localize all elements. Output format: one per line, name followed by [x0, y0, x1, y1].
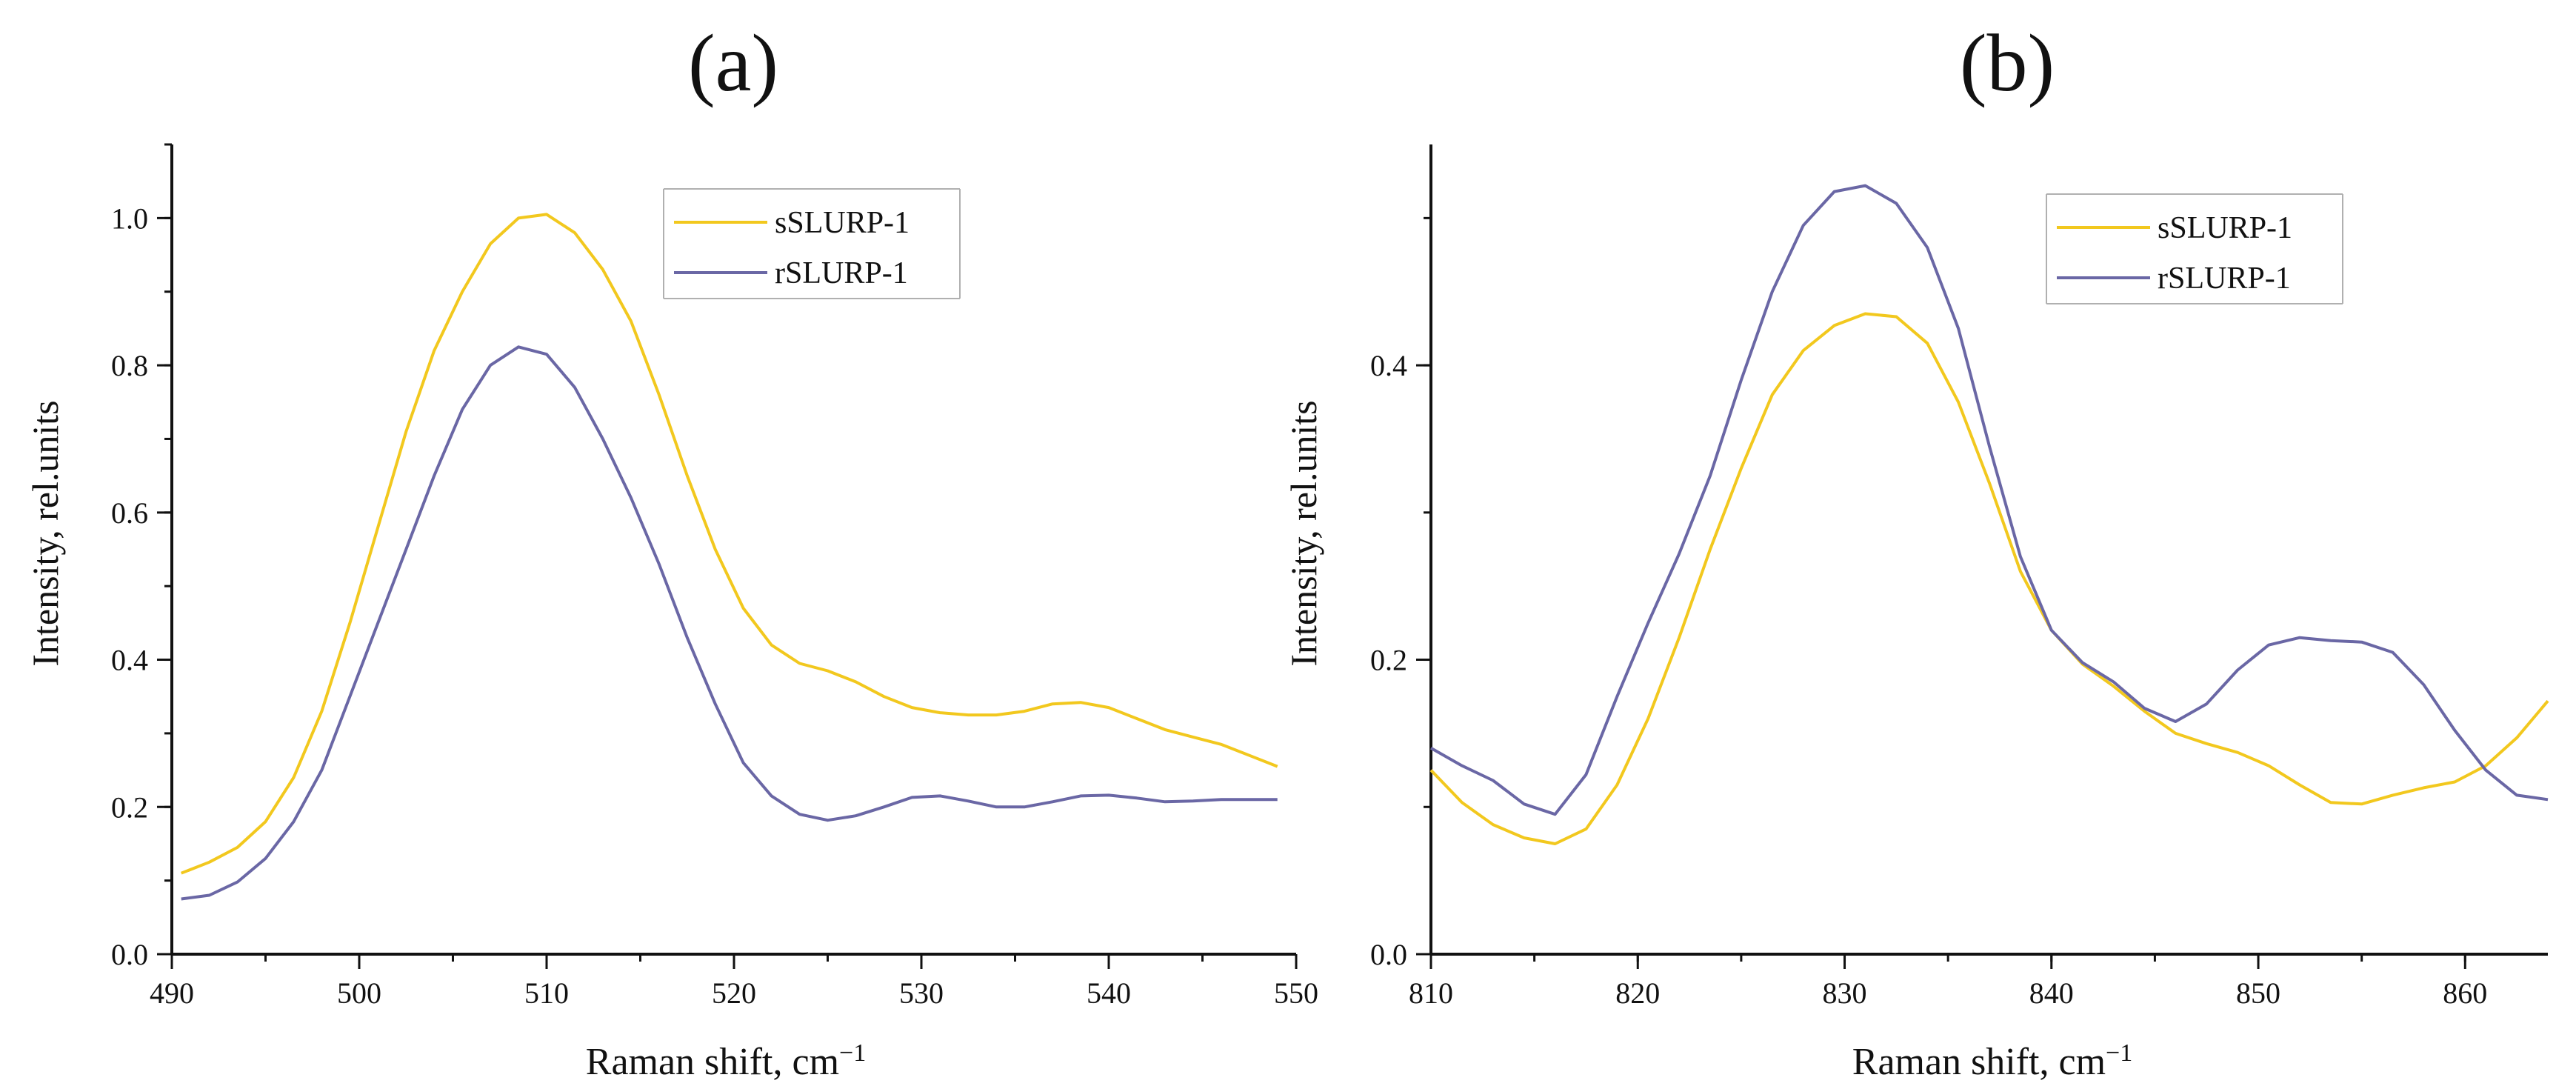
legend-label-rslurp-1: rSLURP-1	[775, 256, 908, 290]
panel-b: (b) 0.0 0.2 0.4 810 820 830 840 850 860 sSLURP-1 r…	[1283, 18, 2549, 1084]
x-tick-label: 550	[1274, 976, 1318, 1010]
y-axis-label-b: Intensity, rel.units	[1283, 400, 1324, 666]
x-tick-label: 520	[712, 976, 756, 1010]
x-tick-label: 850	[2236, 976, 2280, 1010]
y-tick-label: 0.8	[111, 349, 148, 382]
series-line-rslurp-1	[1430, 184, 2549, 816]
plot-area-a: 0.0 0.2 0.4 0.6 0.8 1.0 490 500 510 520 530 540 550 s…	[111, 143, 1318, 1010]
x-tick-label: 840	[2029, 976, 2074, 1010]
series-line-sslurp-1	[180, 213, 1278, 875]
series-line-rslurp-1	[181, 345, 1278, 901]
y-tick-label: 0.0	[111, 938, 148, 971]
legend-label-sslurp-1: sSLURP-1	[2158, 211, 2292, 245]
x-axis-label-b: Raman shift, cm−1	[1852, 1039, 2132, 1084]
panel-label-a: (a)	[688, 18, 778, 108]
x-tick-label: 500	[337, 976, 381, 1010]
y-axis-label-a: Intensity, rel.units	[24, 400, 66, 666]
y-tick-label: 0.6	[111, 496, 148, 530]
x-tick-label: 490	[150, 976, 194, 1010]
x-tick-label: 530	[899, 976, 944, 1010]
y-tick-label: 1.0	[111, 202, 148, 235]
x-axis-label-a: Raman shift, cm−1	[586, 1039, 866, 1084]
x-tick-label: 820	[1615, 976, 1660, 1010]
x-tick-label: 810	[1409, 976, 1453, 1010]
y-tick-label: 0.0	[1370, 938, 1407, 971]
x-tick-label: 860	[2443, 976, 2487, 1010]
legend-label-rslurp-1: rSLURP-1	[2158, 262, 2291, 296]
series-line-sslurp-1	[1429, 312, 2549, 845]
legend: sSLURP-1 rSLURP-1	[2046, 193, 2343, 304]
legend-label-sslurp-1: sSLURP-1	[775, 206, 910, 240]
panel-a: (a) 0.0 0.2 0.4 0.6 0.8 1.0 490 500 510 520 530 540…	[24, 18, 1318, 1083]
x-tick-label: 540	[1087, 976, 1131, 1010]
plot-area-b: 0.0 0.2 0.4 810 820 830 840 850 860 sSLURP-1 rSLUR…	[1370, 144, 2549, 1010]
y-tick-label: 0.2	[111, 790, 148, 824]
y-tick-label: 0.4	[111, 644, 148, 677]
y-tick-label: 0.4	[1370, 349, 1407, 382]
y-tick-label: 0.2	[1370, 644, 1407, 677]
x-tick-label: 510	[524, 976, 569, 1010]
x-tick-label: 830	[1823, 976, 1867, 1010]
panel-label-b: (b)	[1960, 18, 2055, 108]
legend: sSLURP-1 rSLURP-1	[663, 188, 961, 299]
